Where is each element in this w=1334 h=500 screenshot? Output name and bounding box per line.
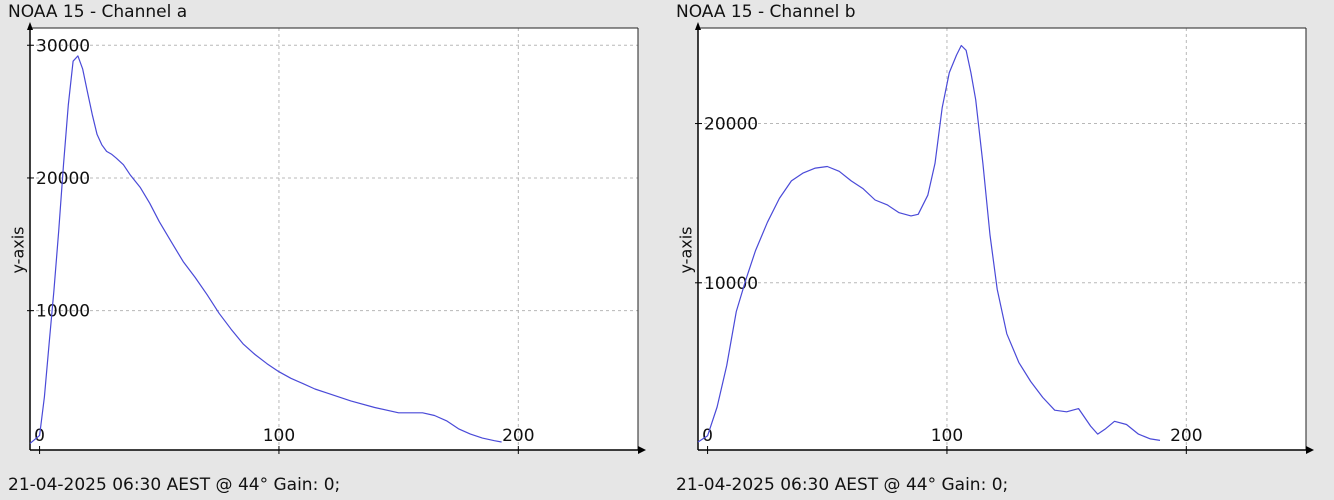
- chart-title: NOAA 15 - Channel b: [676, 2, 856, 22]
- y-axis-arrow: [695, 22, 701, 30]
- y-tick-label: 30000: [36, 36, 90, 56]
- x-tick-label: 100: [263, 426, 295, 446]
- x-axis-arrow: [638, 446, 646, 454]
- plot-background: [30, 28, 638, 450]
- series-line: [29, 55, 502, 444]
- chart-panel-a: NOAA 15 - Channel a y-axis 0 100 200 10000 2…: [0, 0, 660, 500]
- y-axis-label: y-axis: [8, 226, 28, 274]
- chart-panel-b: NOAA 15 - Channel b y-axis 0 100 200 10000 2…: [668, 0, 1328, 500]
- y-axis-label-wrap: y-axis: [8, 200, 28, 300]
- x-axis-arrow: [1306, 446, 1314, 454]
- plot-background: [698, 28, 1306, 450]
- y-tick-label: 10000: [704, 274, 758, 294]
- chart-title: NOAA 15 - Channel a: [8, 2, 188, 22]
- y-axis-label-wrap: y-axis: [676, 200, 696, 300]
- x-tick-label: 100: [931, 426, 963, 446]
- series-line: [697, 44, 1161, 443]
- x-tick-label: 200: [502, 426, 534, 446]
- y-tick-label: 20000: [704, 115, 758, 135]
- chart-footer: 21-04-2025 06:30 AEST @ 44° Gain: 0;: [676, 475, 1009, 495]
- chart-footer: 21-04-2025 06:30 AEST @ 44° Gain: 0;: [8, 475, 341, 495]
- x-tick-label: 200: [1170, 426, 1202, 446]
- y-axis-label: y-axis: [676, 226, 696, 274]
- y-tick-label: 10000: [36, 302, 90, 322]
- y-axis-arrow: [27, 22, 33, 30]
